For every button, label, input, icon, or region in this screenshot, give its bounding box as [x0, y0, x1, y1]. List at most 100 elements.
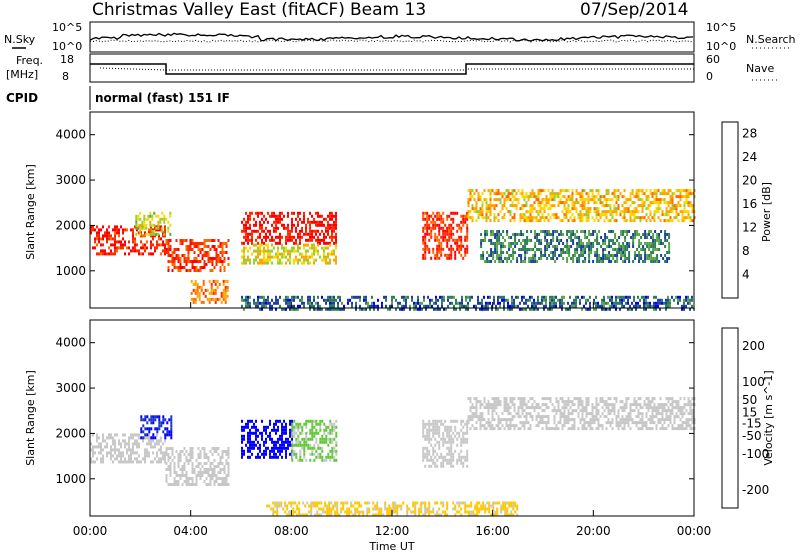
- power-cell: [329, 295, 331, 299]
- power-cell: [576, 245, 579, 248]
- velocity-cell: [525, 406, 528, 410]
- velocity-cell: [219, 471, 222, 474]
- power-cell: [585, 210, 588, 214]
- power-cell: [135, 217, 138, 221]
- velocity-cell: [615, 415, 618, 419]
- power-cell: [509, 213, 512, 217]
- velocity-cell: [495, 424, 498, 428]
- power-cell: [515, 295, 517, 299]
- velocity-cell: [482, 501, 485, 505]
- power-cell: [351, 295, 353, 299]
- velocity-cell: [615, 400, 618, 404]
- power-cell: [649, 204, 652, 208]
- power-cell: [337, 304, 339, 308]
- velocity-cell: [605, 415, 608, 419]
- velocity-cell: [183, 474, 186, 477]
- power-cell: [465, 304, 467, 308]
- power-cell: [500, 245, 503, 248]
- velocity-cell: [116, 448, 118, 452]
- velocity-cell: [281, 440, 283, 444]
- power-cell: [212, 291, 215, 295]
- power-cell: [661, 298, 663, 302]
- velocity-cell: [219, 468, 222, 471]
- power-cell: [438, 256, 441, 260]
- power-cell: [480, 239, 483, 242]
- power-cell: [624, 239, 627, 242]
- power-cell: [663, 201, 666, 205]
- power-cell: [369, 304, 371, 308]
- power-cell: [527, 198, 530, 202]
- velocity-cell: [255, 425, 257, 429]
- power-cell: [498, 239, 501, 242]
- power-cell: [219, 245, 222, 248]
- power-cell: [541, 189, 544, 193]
- power-cell: [486, 251, 489, 254]
- power-cell: [196, 282, 199, 286]
- velocity-cell: [671, 403, 674, 407]
- power-cell: [675, 216, 678, 220]
- velocity-cell: [94, 445, 96, 449]
- velocity-cell: [585, 400, 588, 404]
- velocity-cell: [489, 421, 492, 425]
- power-cell: [287, 298, 289, 302]
- power-cell: [261, 229, 263, 233]
- power-cell: [588, 230, 591, 233]
- velocity-cell: [485, 403, 488, 407]
- power-cell: [666, 257, 669, 260]
- velocity-cell: [683, 427, 686, 431]
- power-cell: [171, 269, 174, 272]
- power-cell: [445, 307, 447, 311]
- velocity-cell: [253, 431, 255, 435]
- velocity-cell: [621, 421, 624, 425]
- power-cell: [436, 247, 439, 251]
- power-cell: [108, 237, 110, 241]
- velocity-cell: [635, 403, 638, 407]
- power-cell: [465, 298, 467, 302]
- power-cell: [156, 243, 158, 247]
- power-cell: [438, 211, 441, 215]
- power-cell: [173, 260, 176, 263]
- power-cell: [211, 263, 214, 266]
- power-cell: [520, 233, 523, 236]
- velocity-cell: [191, 477, 194, 480]
- velocity-cell: [293, 452, 296, 456]
- power-cell: [327, 295, 329, 299]
- velocity-cell: [303, 443, 306, 447]
- velocity-cell: [593, 415, 596, 419]
- velocity-cell: [199, 468, 202, 471]
- velocity-cell: [481, 403, 484, 407]
- power-cell: [503, 213, 506, 217]
- power-cell: [259, 211, 261, 215]
- power-cell: [528, 239, 531, 242]
- power-cell: [544, 233, 547, 236]
- velocity-cell: [335, 434, 338, 438]
- velocity-cell: [663, 427, 666, 431]
- power-cell: [647, 198, 650, 202]
- power-cell: [611, 213, 614, 217]
- velocity-cell: [479, 421, 482, 425]
- power-cell: [209, 248, 212, 251]
- velocity-cell: [219, 456, 222, 459]
- velocity-cell: [571, 409, 574, 413]
- power-cell: [198, 291, 201, 295]
- power-cell: [307, 295, 309, 299]
- power-cell: [283, 246, 285, 250]
- velocity-cell: [104, 445, 106, 449]
- power-cell: [287, 238, 289, 242]
- power-cell: [589, 198, 592, 202]
- velocity-cell: [549, 400, 552, 404]
- velocity-cell: [227, 465, 230, 468]
- power-cell: [261, 307, 263, 311]
- power-cell: [655, 207, 658, 211]
- power-cell: [385, 304, 387, 308]
- velocity-cell: [679, 406, 682, 410]
- power-cell: [596, 257, 599, 260]
- velocity-cell: [325, 437, 328, 441]
- velocity-cell: [567, 415, 570, 419]
- velocity-cell: [509, 427, 512, 431]
- velocity-cell: [241, 437, 243, 441]
- power-cell: [666, 233, 669, 236]
- velocity-cell: [667, 409, 670, 413]
- power-cell: [450, 244, 453, 248]
- power-cell: [373, 307, 375, 311]
